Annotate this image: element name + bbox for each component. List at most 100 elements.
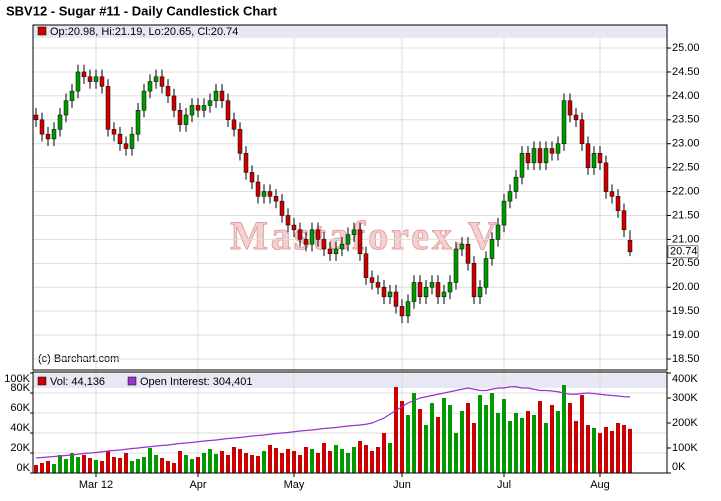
volume-bar: [490, 393, 494, 473]
last-price-label: 20.74: [670, 246, 698, 258]
candle-body: [627, 240, 633, 253]
legend-label: Open Interest: 304,401: [140, 376, 253, 388]
y-tick-label: 80K: [10, 382, 30, 394]
candle-body: [213, 90, 219, 101]
volume-bar: [538, 401, 542, 473]
candle-body: [93, 76, 99, 82]
candle-body: [315, 229, 321, 240]
candle-body: [615, 196, 621, 211]
candle-body: [273, 196, 279, 202]
volume-bar: [130, 461, 134, 473]
x-tick-label: Jun: [393, 479, 411, 491]
candle-body: [177, 109, 183, 125]
y-tick-label: 18.50: [672, 353, 700, 365]
volume-bar: [190, 459, 194, 473]
candle-body: [189, 105, 195, 116]
volume-bar: [118, 458, 122, 473]
volume-bar: [208, 449, 212, 473]
volume-bar: [436, 417, 440, 473]
y-tick-label: 21.00: [672, 233, 700, 245]
candle-body: [123, 143, 129, 149]
candle-body: [525, 153, 531, 164]
candle-body: [303, 239, 309, 245]
candle-body: [501, 200, 507, 226]
candle-body: [597, 153, 603, 164]
y-tick-label: 25.00: [672, 42, 700, 54]
candle-body: [249, 172, 255, 183]
y2-tick-label: 100K: [672, 442, 698, 454]
volume-bar: [178, 451, 182, 473]
volume-bar: [262, 451, 266, 473]
legend-label: Vol: 44,136: [50, 376, 105, 388]
volume-bar: [568, 403, 572, 473]
x-tick-label: Jul: [497, 479, 511, 491]
candle-body: [357, 229, 363, 255]
volume-bar: [34, 465, 38, 473]
volume-bar: [370, 451, 374, 473]
y-tick-label: 20.50: [672, 257, 700, 269]
candle-body: [159, 76, 165, 87]
volume-bar: [136, 459, 140, 473]
volume-bar: [412, 393, 416, 473]
volume-bar: [532, 415, 536, 473]
candle-body: [573, 114, 579, 121]
volume-bar: [358, 441, 362, 473]
candle-body: [57, 114, 63, 130]
candle-body: [285, 215, 291, 226]
volume-bar: [610, 431, 614, 473]
y-tick-label: 19.00: [672, 329, 700, 341]
candle-body: [171, 95, 177, 111]
volume-bar: [304, 447, 308, 473]
candle-body: [435, 282, 441, 298]
candle-body: [567, 100, 573, 116]
volume-bar: [148, 448, 152, 473]
volume-bar: [478, 395, 482, 473]
y-tick-label: 24.50: [672, 66, 700, 78]
volume-bar: [388, 443, 392, 473]
candle-body: [279, 200, 285, 216]
candle-body: [105, 86, 111, 130]
volume-bar: [328, 451, 332, 473]
legend-swatch: [127, 376, 137, 386]
watermark: Mastaforex.V: [230, 213, 500, 258]
volume-bar: [226, 455, 230, 473]
candle-body: [405, 301, 411, 317]
volume-bar: [322, 443, 326, 473]
candle-body: [261, 191, 267, 197]
candle-body: [63, 100, 69, 116]
volume-bar: [106, 451, 110, 473]
y-tick-label: 20K: [10, 442, 30, 454]
candle-body: [225, 100, 231, 121]
volume-bar: [310, 449, 314, 473]
y-tick-label: 22.00: [672, 185, 700, 197]
volume-bar: [472, 423, 476, 473]
plot-layer: 18.50 19.00 19.50 20.00 20.50 21.00 21.50 22.00…: [4, 38, 700, 491]
volume-bar: [172, 463, 176, 473]
candle-body: [297, 229, 303, 240]
volume-bar: [142, 457, 146, 473]
candle-body: [531, 148, 537, 164]
candle-body: [483, 258, 489, 288]
x-tick-label: Mar 12: [79, 479, 113, 491]
candle-body: [471, 263, 477, 298]
candle-body: [519, 153, 525, 178]
volume-bar: [46, 461, 50, 473]
candle-body: [267, 191, 273, 197]
candle-body: [69, 90, 75, 101]
volume-bar: [364, 445, 368, 473]
candle-body: [231, 119, 237, 130]
candle-body: [75, 71, 81, 92]
candle-body: [423, 286, 429, 298]
candle-body: [321, 239, 327, 250]
volume-bar: [400, 401, 404, 473]
volume-bar: [604, 427, 608, 473]
candle-body: [39, 119, 45, 135]
candle-body: [219, 90, 225, 101]
y2-tick-label: 400K: [672, 373, 698, 385]
candle-body: [381, 286, 387, 298]
ohlc-label: Op:20.98, Hi:21.19, Lo:20.65, Cl:20.74: [50, 26, 238, 38]
y2-tick-label: 0K: [672, 461, 686, 473]
candle-body: [465, 243, 471, 264]
candle-body: [207, 100, 213, 106]
volume-bar: [94, 460, 98, 473]
